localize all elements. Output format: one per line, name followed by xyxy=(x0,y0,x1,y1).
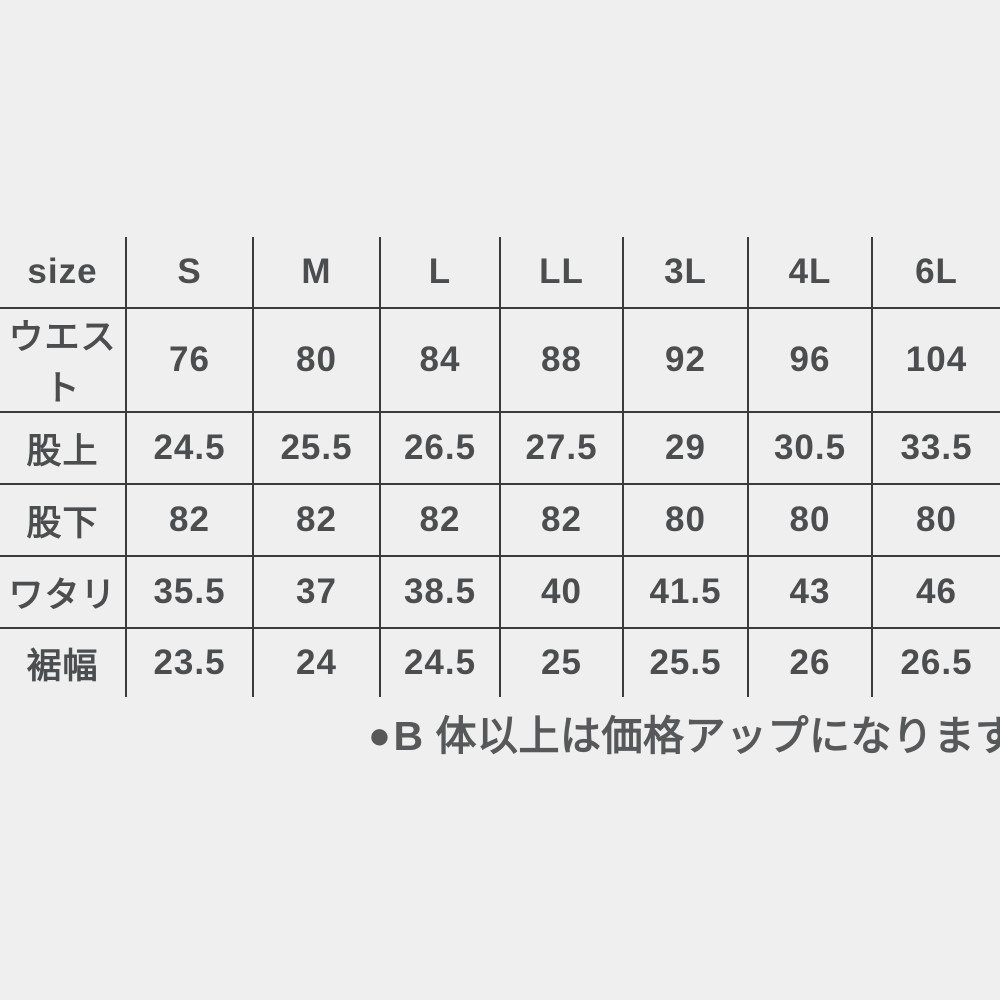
cell: 25.5 xyxy=(252,412,380,485)
cell: 30.5 xyxy=(747,412,872,485)
table-header-row: size S M L LL 3L 4L 6L xyxy=(0,237,1000,309)
cell: 29 xyxy=(622,412,748,485)
price-note-text: B 体以上は価格アップになります。 xyxy=(393,713,1000,759)
cell: 88 xyxy=(499,308,623,413)
column-header-3l: 3L xyxy=(622,237,748,309)
cell: 84 xyxy=(379,308,500,413)
column-header-ll: LL xyxy=(499,237,623,309)
cell: 82 xyxy=(379,484,500,557)
cell: 82 xyxy=(125,484,253,557)
cell: 104 xyxy=(871,308,1000,413)
cell: 26.5 xyxy=(871,628,1000,697)
table-row-rise: 股上 24.5 25.5 26.5 27.5 29 30.5 33.5 xyxy=(0,412,1000,485)
cell: 40 xyxy=(499,556,623,629)
cell: 80 xyxy=(871,484,1000,557)
cell: 96 xyxy=(747,308,872,413)
column-header-m: M xyxy=(252,237,380,309)
cell: 33.5 xyxy=(871,412,1000,485)
cell: 24.5 xyxy=(125,412,253,485)
cell: 26 xyxy=(747,628,872,697)
price-note: ●B 体以上は価格アップになります。 xyxy=(368,702,1000,762)
cell: 25 xyxy=(499,628,623,697)
cell: 80 xyxy=(622,484,748,557)
cell: 80 xyxy=(747,484,872,557)
cell: 38.5 xyxy=(379,556,500,629)
cell: 41.5 xyxy=(622,556,748,629)
cell: 92 xyxy=(622,308,748,413)
cell: 26.5 xyxy=(379,412,500,485)
cell: 35.5 xyxy=(125,556,253,629)
cell: 43 xyxy=(747,556,872,629)
row-label: 裾幅 xyxy=(26,646,99,686)
table-row-thigh: ワタリ 35.5 37 38.5 40 41.5 43 46 xyxy=(0,556,1000,629)
cell: 24 xyxy=(252,628,380,697)
size-column-header: size xyxy=(0,237,126,309)
row-label: 股下 xyxy=(0,484,126,557)
column-header-6l: 6L xyxy=(871,237,1000,309)
column-header-4l: 4L xyxy=(747,237,872,309)
cell: 46 xyxy=(871,556,1000,629)
cell: 24.5 xyxy=(379,628,500,697)
table-row-inseam: 股下 82 82 82 82 80 80 80 xyxy=(0,484,1000,557)
cell: 27.5 xyxy=(499,412,623,485)
cell: 76 xyxy=(125,308,253,413)
row-label: ウエスト xyxy=(0,308,126,413)
size-spec-table: size S M L LL 3L 4L 6L ウエスト 76 80 84 88 … xyxy=(0,237,1000,697)
cell: 80 xyxy=(252,308,380,413)
cell: 23.5 xyxy=(125,628,253,697)
row-label: ワタリ xyxy=(0,556,126,629)
column-header-l: L xyxy=(379,237,500,309)
bullet-icon: ● xyxy=(368,715,392,757)
row-label: 股上 xyxy=(0,412,126,485)
column-header-s: S xyxy=(125,237,253,309)
cell: 82 xyxy=(252,484,380,557)
table-row-hem: 裾幅 23.5 24 24.5 25 25.5 26 26.5 xyxy=(0,628,1000,697)
cell: 25.5 xyxy=(622,628,748,697)
cell: 37 xyxy=(252,556,380,629)
cell: 82 xyxy=(499,484,623,557)
table-row-waist: ウエスト 76 80 84 88 92 96 104 xyxy=(0,308,1000,413)
